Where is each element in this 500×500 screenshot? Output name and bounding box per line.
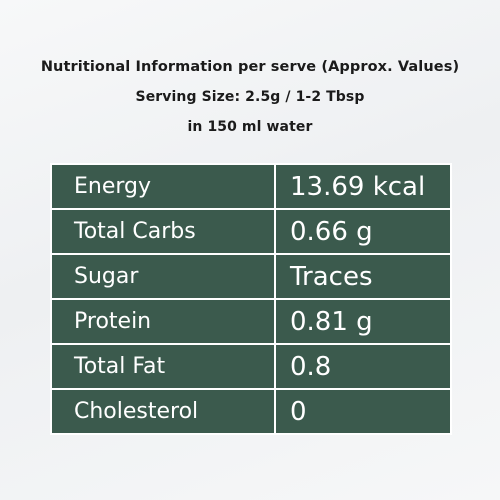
nutrient-value: 0: [274, 388, 452, 435]
nutrient-value: Traces: [274, 253, 452, 300]
nutrient-value: 0.8: [274, 343, 452, 390]
nutrient-label: Protein: [50, 298, 276, 345]
nutrient-label: Total Carbs: [50, 208, 276, 255]
nutrient-label: Sugar: [50, 253, 276, 300]
table-row: Total Carbs 0.66 g: [50, 208, 452, 255]
table-row: Total Fat 0.8: [50, 343, 452, 390]
table-row: Energy 13.69 kcal: [50, 163, 452, 210]
table-row: Cholesterol 0: [50, 388, 452, 435]
table-row: Protein 0.81 g: [50, 298, 452, 345]
table-row: Sugar Traces: [50, 253, 452, 300]
nutrient-label: Cholesterol: [50, 388, 276, 435]
nutrition-table: Energy 13.69 kcal Total Carbs 0.66 g Sug…: [50, 163, 452, 435]
nutrient-label: Total Fat: [50, 343, 276, 390]
nutrient-value: 13.69 kcal: [274, 163, 452, 210]
serving-size: Serving Size: 2.5g / 1-2 Tbsp: [135, 89, 365, 105]
nutrient-value: 0.66 g: [274, 208, 452, 255]
nutrient-value: 0.81 g: [274, 298, 452, 345]
nutrition-title: Nutritional Information per serve (Appro…: [40, 59, 460, 75]
nutrition-header: Nutritional Information per serve (Appro…: [0, 52, 500, 142]
nutrient-label: Energy: [50, 163, 276, 210]
serving-water: in 150 ml water: [187, 119, 313, 135]
